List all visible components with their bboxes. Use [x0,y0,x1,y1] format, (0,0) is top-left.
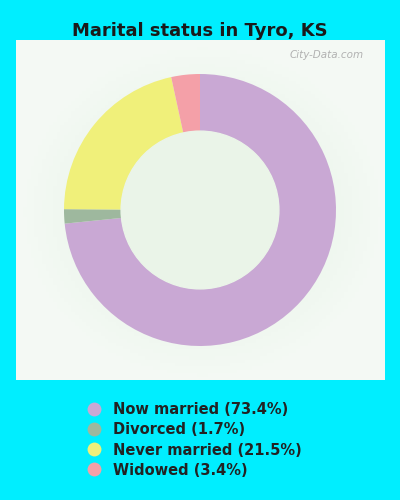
Text: Marital status in Tyro, KS: Marital status in Tyro, KS [72,22,328,40]
Legend: Now married (73.4%), Divorced (1.7%), Never married (21.5%), Widowed (3.4%): Now married (73.4%), Divorced (1.7%), Ne… [79,395,309,485]
Wedge shape [65,74,336,346]
Wedge shape [64,77,183,210]
Text: City-Data.com: City-Data.com [289,50,363,60]
Circle shape [121,131,279,289]
Wedge shape [171,74,200,133]
Wedge shape [64,209,122,224]
